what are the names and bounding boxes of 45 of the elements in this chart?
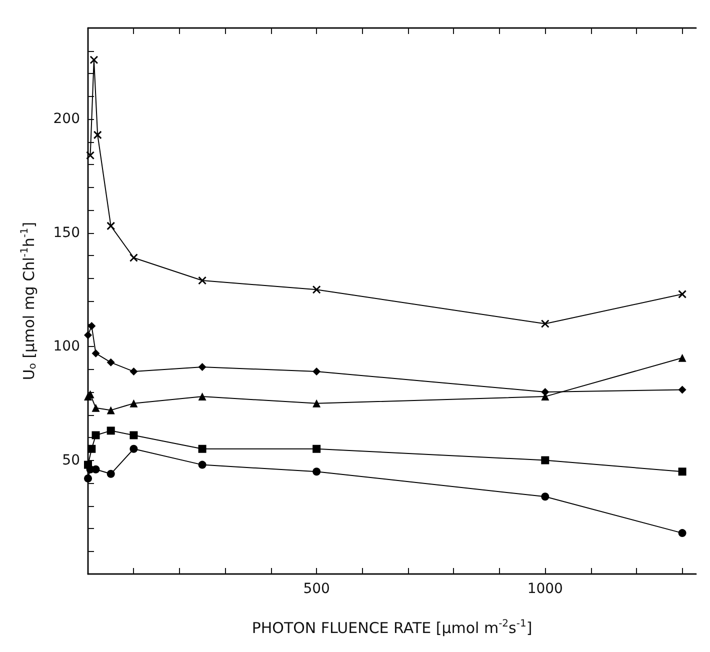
point xyxy=(312,368,321,376)
point xyxy=(86,151,95,160)
point xyxy=(130,431,138,440)
point xyxy=(312,285,321,294)
point xyxy=(540,320,550,328)
point xyxy=(198,362,206,371)
y-axis-title: Uo [µmol mg Chl-1h-1] xyxy=(20,222,38,380)
point xyxy=(90,56,98,64)
point xyxy=(92,431,100,440)
point xyxy=(130,368,138,376)
point xyxy=(106,222,116,230)
point xyxy=(312,399,321,408)
point xyxy=(106,406,115,414)
point xyxy=(198,444,206,453)
point xyxy=(88,322,96,330)
point xyxy=(106,470,115,478)
point xyxy=(92,404,100,412)
point xyxy=(106,426,115,435)
point xyxy=(678,529,686,538)
point xyxy=(312,444,321,453)
point xyxy=(678,290,687,298)
point xyxy=(198,276,207,285)
x-tick-label: 500 xyxy=(303,581,330,597)
point xyxy=(312,468,321,476)
point xyxy=(678,386,686,394)
point xyxy=(88,444,96,453)
x-tick-label: 1000 xyxy=(527,581,563,597)
point xyxy=(541,492,550,501)
y-tick-label: 150 xyxy=(53,224,80,241)
point xyxy=(129,254,138,262)
y-tick-label: 100 xyxy=(53,338,80,354)
point xyxy=(678,468,686,476)
point xyxy=(130,444,138,453)
point xyxy=(106,358,115,366)
point xyxy=(93,130,102,140)
point xyxy=(130,399,138,408)
y-tick-label: 50 xyxy=(62,452,80,468)
point xyxy=(84,331,92,340)
point xyxy=(198,392,206,401)
point xyxy=(84,474,92,482)
point xyxy=(541,456,550,464)
point xyxy=(198,460,206,469)
point xyxy=(678,354,686,362)
y-tick-label: 200 xyxy=(53,111,80,127)
point xyxy=(92,349,100,358)
